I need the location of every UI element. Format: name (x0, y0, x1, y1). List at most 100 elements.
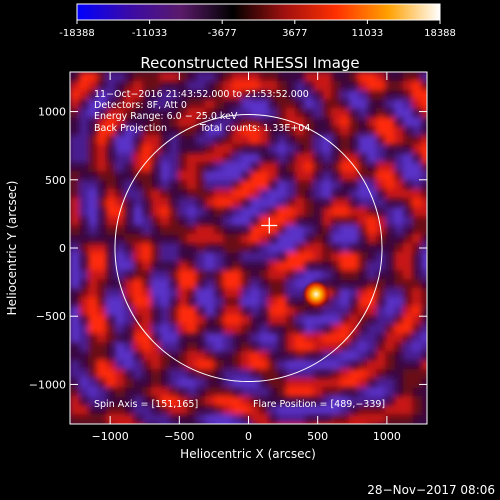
heatmap-cell (88, 351, 98, 361)
heatmap-cell (403, 324, 413, 334)
heatmap-cell (340, 288, 350, 298)
heatmap-cell (322, 243, 332, 253)
heatmap-cell (313, 234, 323, 244)
heatmap-cell (151, 252, 161, 262)
heatmap-cell (241, 90, 251, 100)
heatmap-cell (421, 297, 427, 307)
heatmap-cell (232, 135, 242, 145)
heatmap-cell (313, 144, 323, 154)
heatmap-cell (421, 189, 427, 199)
heatmap-cell (421, 81, 427, 91)
heatmap-cell (214, 279, 224, 289)
heatmap-cell (223, 342, 233, 352)
heatmap-cell (133, 198, 143, 208)
heatmap-cell (268, 81, 278, 91)
heatmap-cell (106, 288, 116, 298)
heatmap-cell (151, 351, 161, 361)
heatmap-cell (376, 315, 386, 325)
heatmap-cell (196, 171, 206, 181)
heatmap-cell (124, 180, 134, 190)
annotation-time: 11−Oct−2016 21:43:52.000 to 21:53:52.000 (94, 89, 309, 100)
heatmap-cell (79, 270, 89, 280)
heatmap-cell (205, 333, 215, 343)
heatmap-cell (250, 333, 260, 343)
heatmap-cell (187, 360, 197, 370)
heatmap-cell (214, 270, 224, 280)
heatmap-cell (214, 189, 224, 199)
heatmap-cell (97, 315, 107, 325)
heatmap-cell (241, 297, 251, 307)
heatmap-cell (367, 279, 377, 289)
heatmap-cell (214, 90, 224, 100)
heatmap-cell (241, 108, 251, 118)
heatmap-cell (196, 261, 206, 271)
heatmap-cell (385, 405, 395, 415)
heatmap-cell (178, 369, 188, 379)
heatmap-cell (79, 288, 89, 298)
heatmap-cell (106, 324, 116, 334)
heatmap-cell (70, 144, 80, 154)
heatmap-cell (322, 144, 332, 154)
heatmap-cell (205, 198, 215, 208)
heatmap-cell (187, 198, 197, 208)
heatmap-cell (241, 405, 251, 415)
heatmap-cell (97, 162, 107, 172)
heatmap-cell (286, 108, 296, 118)
heatmap-cell (295, 261, 305, 271)
heatmap-cell (250, 252, 260, 262)
heatmap-cell (223, 135, 233, 145)
heatmap-cell (250, 351, 260, 361)
heatmap-cell (178, 270, 188, 280)
heatmap-cell (259, 162, 269, 172)
heatmap-cell (232, 162, 242, 172)
heatmap-cell (133, 216, 143, 226)
heatmap-cell (340, 261, 350, 271)
heatmap-cell (142, 234, 152, 244)
heatmap-cell (322, 153, 332, 163)
heatmap-cell (376, 81, 386, 91)
heatmap-cell (295, 369, 305, 379)
heatmap-cell (133, 144, 143, 154)
heatmap-cell (331, 81, 341, 91)
heatmap-cell (268, 360, 278, 370)
heatmap-cell (205, 180, 215, 190)
heatmap-cell (367, 135, 377, 145)
heatmap-cell (394, 180, 404, 190)
heatmap-cell (412, 117, 422, 127)
heatmap-cell (241, 216, 251, 226)
heatmap-cell (412, 378, 422, 388)
heatmap-cell (70, 180, 80, 190)
heatmap-cell (214, 180, 224, 190)
heatmap-cell (214, 126, 224, 136)
heatmap-cell (133, 270, 143, 280)
heatmap-cell (331, 297, 341, 307)
heatmap-cell (322, 189, 332, 199)
heatmap-cell (322, 108, 332, 118)
heatmap-cell (124, 135, 134, 145)
heatmap-cell (133, 243, 143, 253)
heatmap-cell (304, 180, 314, 190)
heatmap-cell (385, 207, 395, 217)
heatmap-cell (277, 108, 287, 118)
heatmap-cell (331, 387, 341, 397)
heatmap-cell (250, 72, 260, 82)
heatmap-cell (106, 216, 116, 226)
heatmap-cell (331, 99, 341, 109)
heatmap-cell (241, 351, 251, 361)
heatmap-cell (97, 144, 107, 154)
heatmap-cell (367, 396, 377, 406)
heatmap-cell (223, 198, 233, 208)
heatmap-cell (232, 153, 242, 163)
heatmap-cell (178, 360, 188, 370)
heatmap-cell (205, 288, 215, 298)
heatmap-cell (268, 162, 278, 172)
heatmap-cell (142, 135, 152, 145)
heatmap-cell (331, 90, 341, 100)
heatmap-cell (322, 360, 332, 370)
heatmap-cell (412, 243, 422, 253)
heatmap-cell (250, 306, 260, 316)
heatmap-cell (142, 306, 152, 316)
heatmap-cell (232, 81, 242, 91)
heatmap-cell (268, 225, 278, 235)
heatmap-cell (277, 297, 287, 307)
